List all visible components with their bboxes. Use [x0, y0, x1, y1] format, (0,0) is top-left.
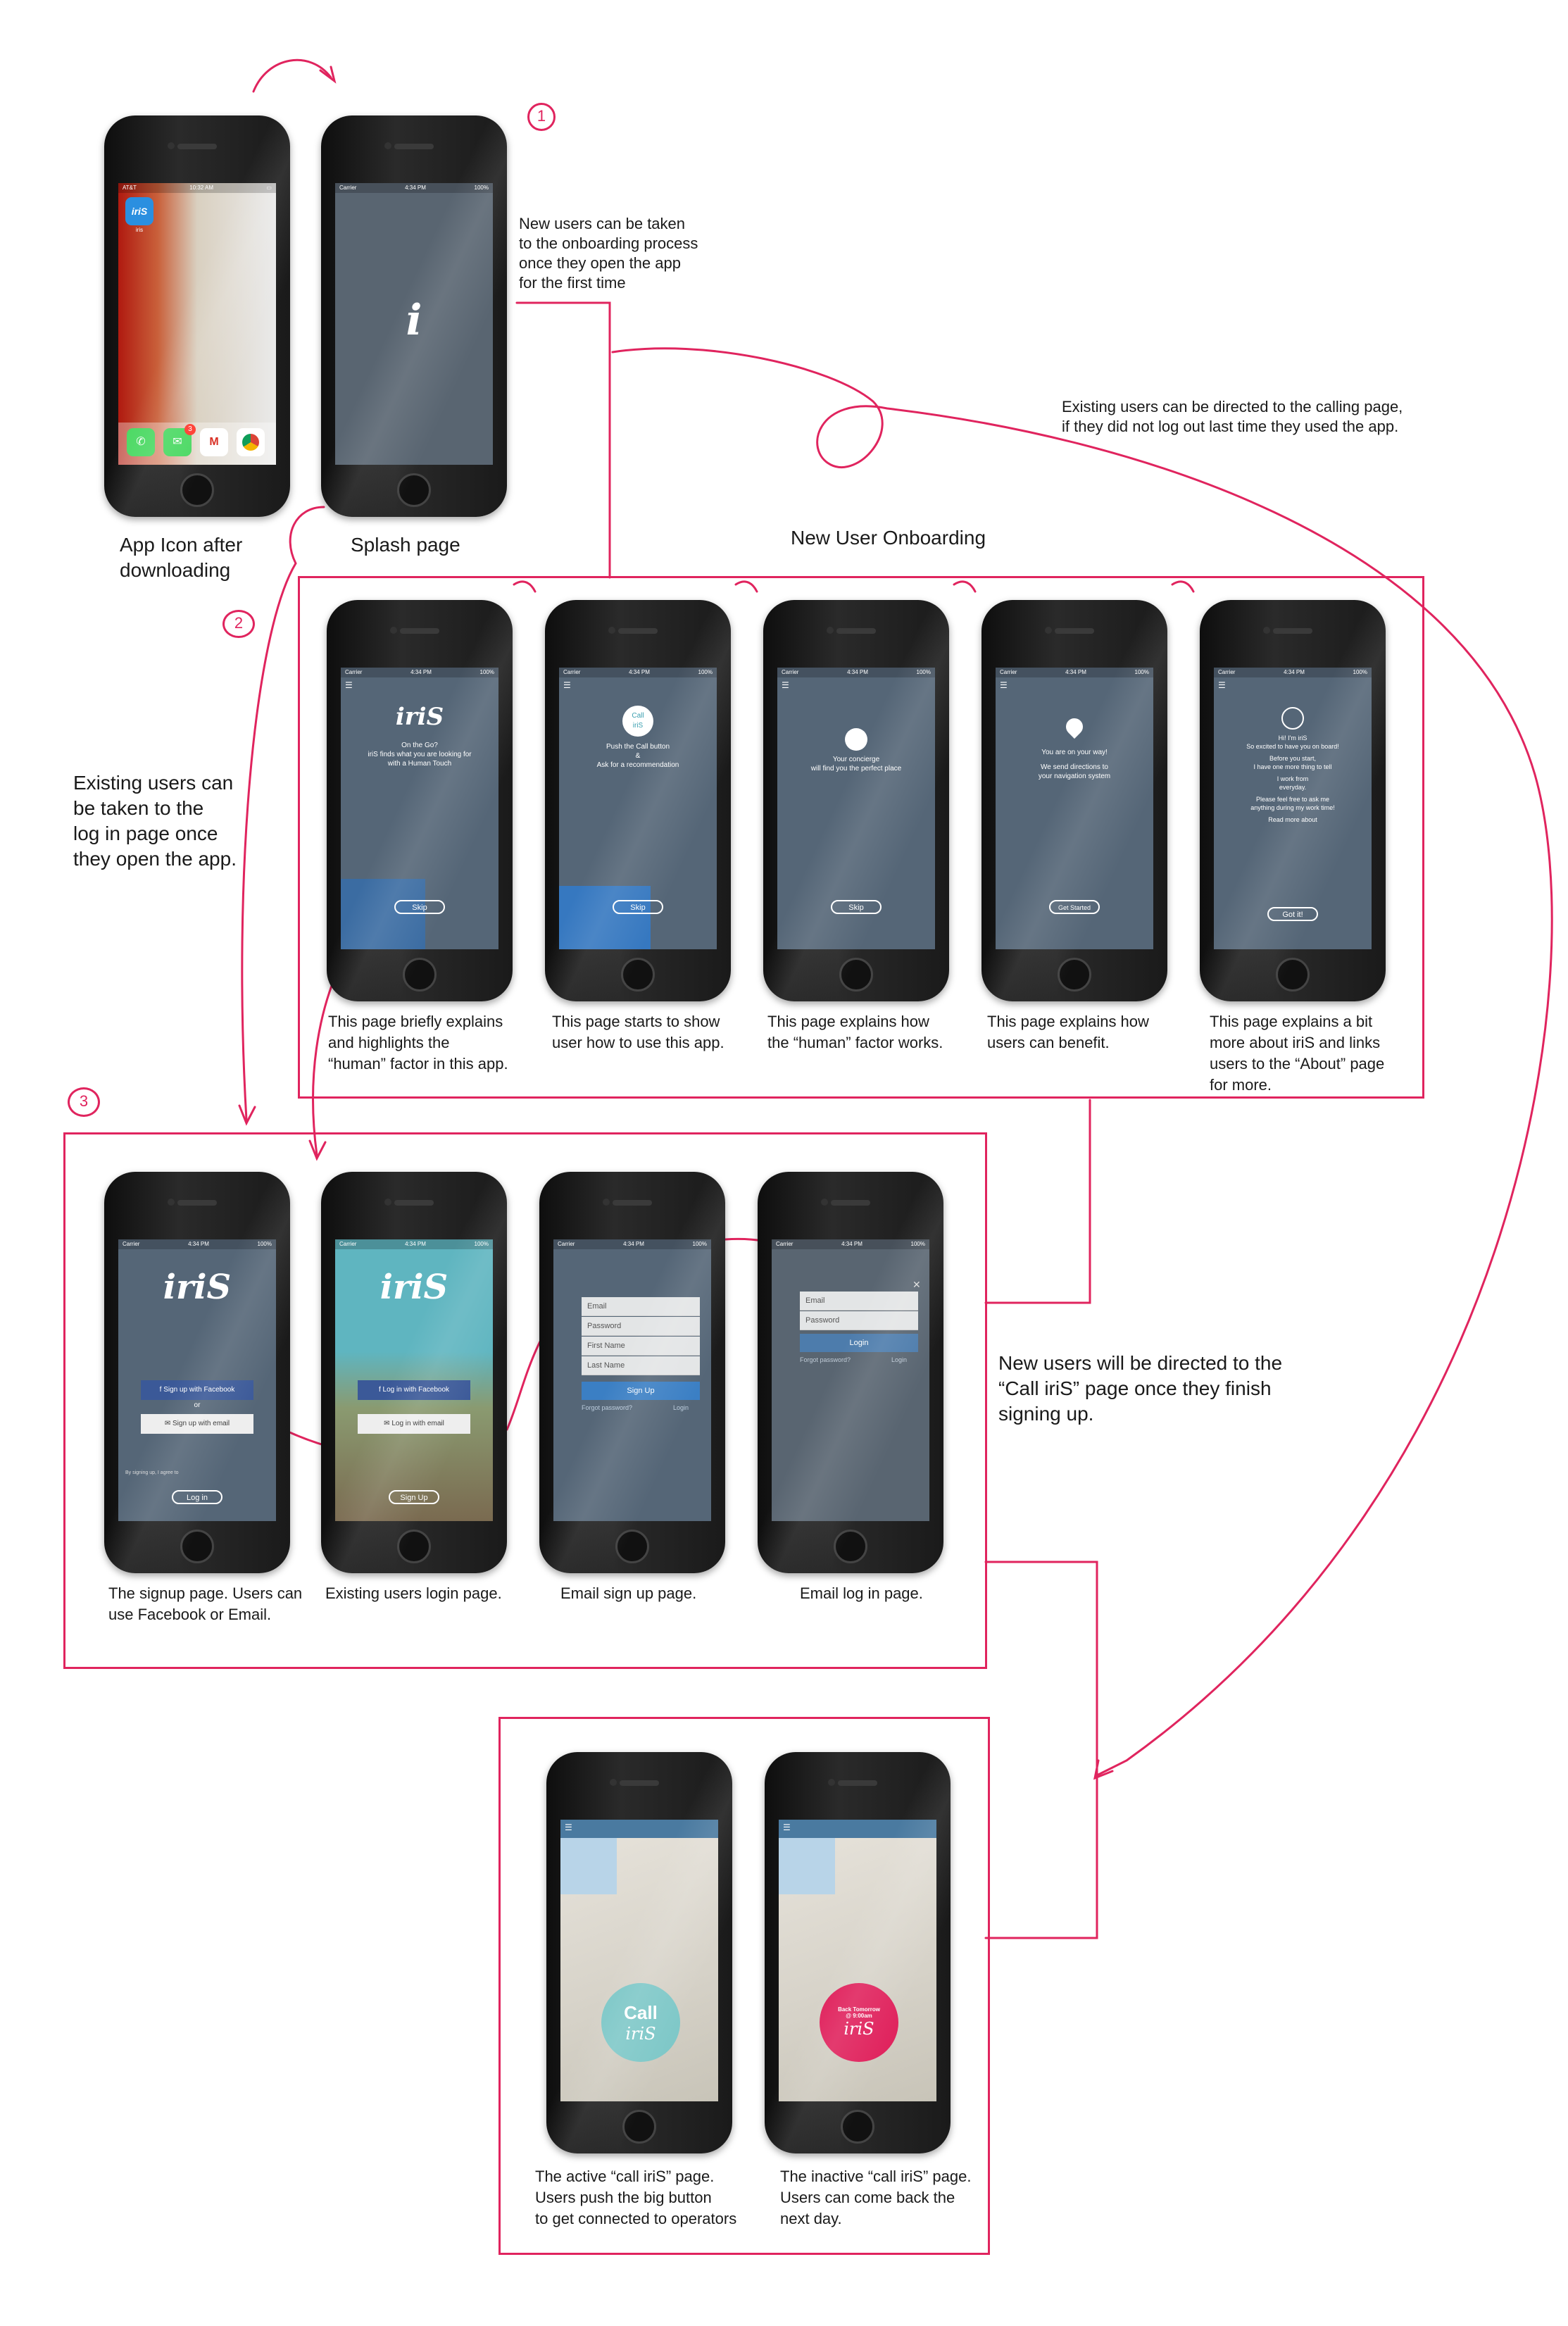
facebook-login-button[interactable]: f Log in with Facebook — [358, 1380, 470, 1400]
note-new-users-onboarding: New users can be taken to the onboarding … — [519, 215, 698, 292]
last-name-field[interactable]: Last Name — [582, 1356, 700, 1375]
skip-button[interactable]: Skip — [394, 900, 445, 914]
note-new-users-directed: New users will be directed to the “Call i… — [998, 1352, 1283, 1425]
first-name-field[interactable]: First Name — [582, 1337, 700, 1356]
splash-logo-i: i — [406, 296, 422, 345]
mail-icon: ✉ — [384, 1420, 392, 1427]
password-field[interactable]: Password — [800, 1311, 918, 1330]
step-marker-3: 3 — [68, 1087, 100, 1117]
caption-login: Existing users login page. — [325, 1584, 502, 1602]
phone-signup: Carrier 4:34 PM 100% iriS f Sign up with F… — [104, 1172, 290, 1573]
menu-icon[interactable]: ☰ — [1218, 680, 1226, 690]
note-existing-calling: Existing users can be directed to the ca… — [1062, 398, 1403, 435]
step-marker-2: 2 — [222, 610, 255, 638]
menu-icon[interactable]: ☰ — [783, 1822, 791, 1832]
caption-email-signup: Email sign up page. — [560, 1584, 697, 1602]
phone-onboarding-5: Carrier 4:34 PM 100% ☰ Hi! I'm iriS So exci… — [1200, 600, 1386, 1001]
phone-onboarding-1: Carrier 4:34 PM 100% ☰ iriS On the Go? iriS… — [327, 600, 513, 1001]
label-splash: Splash page — [351, 534, 460, 556]
caption-email-login: Email log in page. — [800, 1584, 923, 1602]
phone-call-inactive: ☰ Back Tomorrow @ 9:00am iriS — [765, 1752, 951, 2153]
get-started-button[interactable]: Get Started — [1049, 900, 1100, 914]
caption-signup: The signup page. Users can use Facebook o… — [108, 1584, 303, 1623]
facebook-signup-button[interactable]: f Sign up with Facebook — [141, 1380, 253, 1400]
signup-submit-button[interactable]: Sign Up — [582, 1382, 700, 1400]
login-submit-button[interactable]: Login — [800, 1334, 918, 1352]
note-existing-login: Existing users can be taken to the log in… — [73, 772, 237, 870]
terms-text: By signing up, I agree to — [125, 1470, 179, 1475]
onboarding-title: New User Onboarding — [791, 527, 986, 549]
email-signup-button[interactable]: ✉ Sign up with email — [141, 1414, 253, 1434]
menu-icon[interactable]: ☰ — [1000, 680, 1008, 690]
app-name-label: iris — [135, 227, 144, 233]
caption-onboarding-4: This page explains how users can benefit. — [987, 1013, 1149, 1051]
caption-onboarding-1: This page briefly explains and highlights… — [328, 1013, 508, 1073]
skip-button[interactable]: Skip — [613, 900, 663, 914]
forgot-password-link[interactable]: Forgot password? — [800, 1356, 851, 1363]
notification-badge: 3 — [184, 424, 196, 435]
call-box — [498, 1717, 990, 2255]
signup-box — [63, 1132, 987, 1669]
facebook-icon: f — [378, 1386, 383, 1394]
phone-homescreen: AT&T 10:32 AM ▭ iriS iris ✆ ✉ 3 M — [104, 115, 290, 517]
gmail-icon[interactable]: M — [200, 428, 228, 456]
menu-icon[interactable]: ☰ — [345, 680, 353, 690]
iris-logo: iriS — [163, 1268, 232, 1307]
phone-call-active: ☰ Call iriS — [546, 1752, 732, 2153]
got-it-button[interactable]: Got it! — [1267, 907, 1318, 921]
chrome-icon[interactable] — [237, 428, 265, 456]
phone-email-login: Carrier 4:34 PM 100% ✕ Email Password Logi… — [758, 1172, 943, 1573]
location-pin-icon — [1062, 715, 1086, 739]
email-field[interactable]: Email — [800, 1292, 918, 1311]
onboarding-box — [298, 576, 1424, 1099]
label-app-icon: App Icon after downloading — [120, 534, 243, 581]
email-field[interactable]: Email — [582, 1297, 700, 1316]
iris-logo: iriS — [395, 703, 444, 731]
phone-splash: Carrier 4:34 PM 100% i — [321, 115, 507, 517]
caption-onboarding-3: This page explains how the “human” factor… — [767, 1013, 943, 1051]
facebook-icon: f — [159, 1386, 164, 1394]
concierge-headset-icon — [845, 728, 867, 751]
inactive-call-button: Back Tomorrow @ 9:00am iriS — [820, 1983, 898, 2062]
menu-icon[interactable]: ☰ — [565, 1822, 572, 1832]
phone-icon[interactable]: ✆ — [127, 428, 155, 456]
password-field[interactable]: Password — [582, 1317, 700, 1336]
iris-logo: iriS — [380, 1268, 449, 1307]
login-link[interactable]: Login — [673, 1404, 689, 1411]
mail-icon: ✉ — [164, 1420, 173, 1427]
phone-onboarding-4: Carrier 4:34 PM 100% ☰ You are on your way… — [981, 600, 1167, 1001]
iris-app-icon[interactable]: iriS — [125, 197, 153, 225]
menu-icon[interactable]: ☰ — [563, 680, 571, 690]
phone-onboarding-2: Carrier 4:34 PM 100% ☰ Call iriS Push the C… — [545, 600, 731, 1001]
login-link[interactable]: Login — [891, 1356, 908, 1363]
menu-icon[interactable]: ☰ — [782, 680, 789, 690]
login-link-button[interactable]: Log in — [172, 1490, 222, 1504]
forgot-password-link[interactable]: Forgot password? — [582, 1404, 633, 1411]
close-icon[interactable]: ✕ — [912, 1279, 921, 1290]
caption-call-active: The active “call iriS” page. Users push t… — [535, 2168, 737, 2227]
iris-avatar-icon — [1281, 707, 1304, 730]
or-label: or — [194, 1401, 201, 1409]
caption-call-inactive: The inactive “call iriS” page. Users can … — [780, 2168, 972, 2227]
messages-icon[interactable]: ✉ — [163, 428, 192, 456]
phone-email-signup: Carrier 4:34 PM 100% Email Password First … — [539, 1172, 725, 1573]
phone-login: Carrier 4:34 PM 100% iriS f Log in with Fa… — [321, 1172, 507, 1573]
dock: ✆ ✉ 3 M — [118, 423, 276, 465]
phone-onboarding-3: Carrier 4:34 PM 100% ☰ Your concierge will … — [763, 600, 949, 1001]
step-marker-1: 1 — [527, 103, 556, 131]
skip-button[interactable]: Skip — [831, 900, 882, 914]
email-login-button[interactable]: ✉ Log in with email — [358, 1414, 470, 1434]
signup-link-button[interactable]: Sign Up — [389, 1490, 439, 1504]
caption-onboarding-5: This page explains a bit more about iriS … — [1210, 1013, 1385, 1094]
call-iris-icon: Call iriS — [622, 706, 653, 737]
call-iris-button[interactable]: Call iriS — [601, 1983, 680, 2062]
caption-onboarding-2: This page starts to show user how to use … — [552, 1013, 725, 1051]
